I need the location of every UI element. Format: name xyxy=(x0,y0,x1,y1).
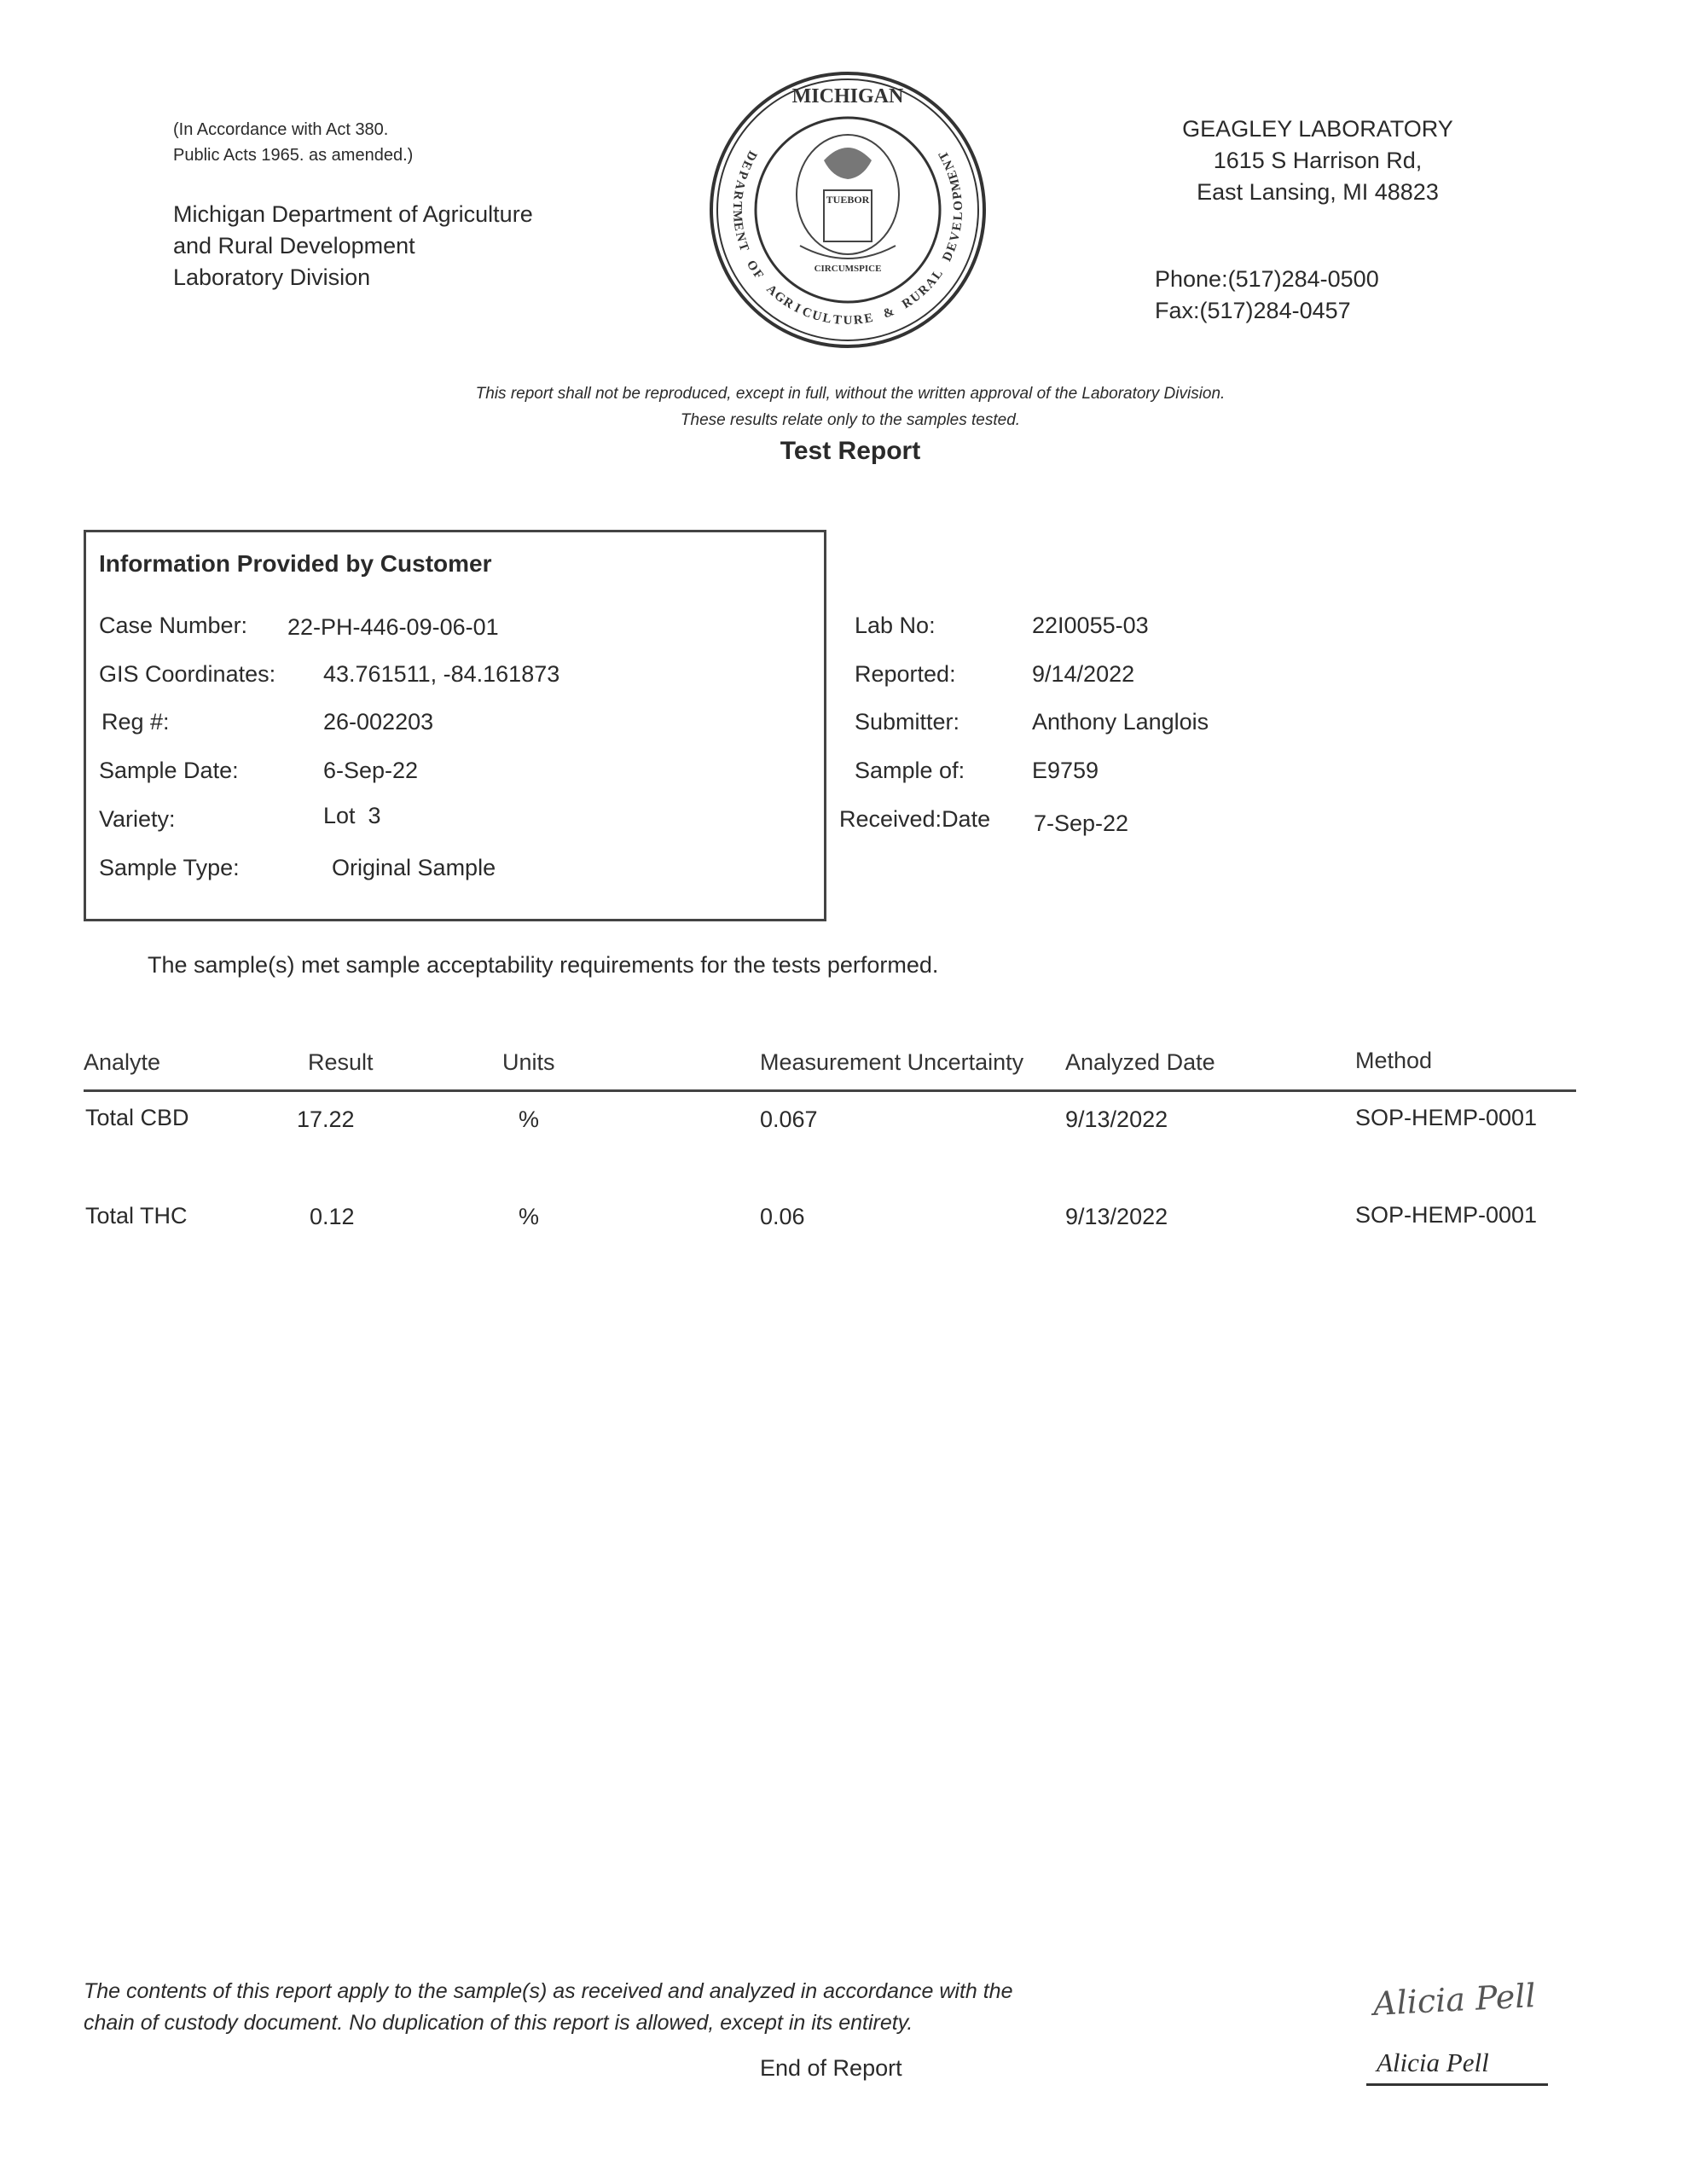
sample-date-value: 6-Sep-22 xyxy=(323,758,419,783)
act-note-line: Public Acts 1965. as amended.) xyxy=(173,146,414,165)
seal-ring-letter: E xyxy=(731,221,745,231)
field-label: Reported: xyxy=(855,661,956,687)
uncertainty-cell: 0.067 xyxy=(760,1107,818,1132)
seal-ring-letter: R xyxy=(853,313,863,328)
gis-coordinates-value: 43.761511, -84.161873 xyxy=(323,661,560,687)
seal-ring-letter: M xyxy=(730,210,745,223)
case-number-value: 22-PH-446-09-06-01 xyxy=(287,614,499,640)
seal-ring-letter: A xyxy=(732,179,747,191)
column-header: Units xyxy=(502,1049,555,1075)
field-label: Sample Type: xyxy=(99,855,240,880)
seal-motto-text: CIRCUMSPICE xyxy=(815,264,882,274)
lab-address-line: 1615 S Harrison Rd, xyxy=(1213,148,1423,173)
customer-info-box xyxy=(84,530,826,921)
lab-contact: Phone:(517)284-0500 Fax:(517)284-0457 xyxy=(1155,264,1379,327)
seal-top-text: MICHIGAN xyxy=(792,85,904,107)
seal-ring-letter: U xyxy=(844,314,853,328)
seal-shield-text: TUEBOR xyxy=(826,194,870,206)
seal-ring-letter: T xyxy=(832,313,842,328)
field-label: Lab No: xyxy=(855,613,936,638)
department-line: and Rural Development xyxy=(173,233,415,258)
method-cell: SOP-HEMP-0001 xyxy=(1355,1202,1538,1228)
page-title: Test Report xyxy=(780,437,921,465)
seal-ring-letter: L xyxy=(821,311,832,327)
seal-ring-letter: E xyxy=(950,221,965,231)
acceptability-statement: The sample(s) met sample acceptability r… xyxy=(148,952,939,978)
lab-name: GEAGLEY LABORATORY xyxy=(1182,116,1453,142)
result-cell: 0.12 xyxy=(310,1204,355,1229)
act-note-line: (In Accordance with Act 380. xyxy=(173,120,389,139)
customer-info-heading: Information Provided by Customer xyxy=(99,550,492,577)
field-label: Submitter: xyxy=(855,709,960,735)
field-label: Case Number: xyxy=(99,613,248,638)
seal-ring-letter: R xyxy=(730,189,745,200)
field-label: Reg #: xyxy=(101,709,170,735)
units-cell: % xyxy=(519,1204,540,1229)
disclaimer-line: This report shall not be reproduced, exc… xyxy=(475,385,1226,403)
seal-ring-letter: M xyxy=(948,177,964,192)
seal-ring-letter: V xyxy=(948,230,963,243)
signature: Alicia Pell xyxy=(1371,1977,1537,2023)
department-name: Michigan Department of Agriculture and R… xyxy=(173,199,533,293)
signature-line xyxy=(1366,2083,1548,2086)
analyzed-date-cell: 9/13/2022 xyxy=(1065,1204,1168,1229)
seal-ring-letter: L xyxy=(952,212,966,221)
lab-address-block: GEAGLEY LABORATORY 1615 S Harrison Rd, E… xyxy=(1134,113,1501,208)
uncertainty-cell: 0.06 xyxy=(760,1204,805,1229)
department-line: Laboratory Division xyxy=(173,264,371,290)
result-cell: 17.22 xyxy=(297,1107,355,1132)
seal-ring-letter: N xyxy=(733,230,748,243)
lab-fax: Fax:(517)284-0457 xyxy=(1155,298,1351,323)
seal-ring-letter: P xyxy=(950,190,965,200)
reg-number-value: 26-002203 xyxy=(323,709,434,735)
field-label: Sample of: xyxy=(855,758,965,783)
seal-ring-letter: T xyxy=(735,241,751,253)
column-header: Analyte xyxy=(84,1049,161,1075)
analyte-cell: Total THC xyxy=(85,1203,188,1228)
footer-note: The contents of this report apply to the… xyxy=(84,1976,1013,2039)
seal-ring-letter: T xyxy=(730,201,744,211)
signer-name: Alicia Pell xyxy=(1377,2048,1489,2077)
analyzed-date-cell: 9/13/2022 xyxy=(1065,1107,1168,1132)
sample-type-value: Original Sample xyxy=(332,855,496,880)
field-label: Variety: xyxy=(99,806,176,832)
seal-ring-letter: U xyxy=(810,309,823,324)
column-header: Measurement Uncertainty xyxy=(760,1049,1024,1075)
seal-ring-letter: O xyxy=(952,200,965,211)
end-of-report: End of Report xyxy=(760,2055,902,2081)
received-date-value: 7-Sep-22 xyxy=(1034,810,1129,836)
seal-ring-letter: E xyxy=(863,311,874,327)
reported-value: 9/14/2022 xyxy=(1032,661,1135,687)
column-header: Result xyxy=(308,1049,374,1075)
lab-address-line: East Lansing, MI 48823 xyxy=(1197,179,1439,205)
field-label: Received:Date xyxy=(839,806,991,832)
act-note: (In Accordance with Act 380. Public Acts… xyxy=(173,117,413,168)
method-cell: SOP-HEMP-0001 xyxy=(1355,1105,1538,1130)
lab-phone: Phone:(517)284-0500 xyxy=(1155,266,1379,292)
footer-note-line: The contents of this report apply to the… xyxy=(84,1979,1013,2003)
field-label: Sample Date: xyxy=(99,758,239,783)
field-label: GIS Coordinates: xyxy=(99,661,276,687)
units-cell: % xyxy=(519,1107,540,1132)
seal-ring-letter: & xyxy=(881,305,896,321)
column-header: Method xyxy=(1355,1048,1433,1073)
seal-ring-letter: E xyxy=(945,169,960,182)
analyte-cell: Total CBD xyxy=(85,1105,189,1130)
sample-of-value: E9759 xyxy=(1032,758,1099,783)
disclaimer-line: These results relate only to the samples… xyxy=(680,411,1021,429)
column-header: Analyzed Date xyxy=(1065,1049,1215,1075)
variety-value: Lot 3 xyxy=(323,803,381,828)
footer-note-line: chain of custody document. No duplicatio… xyxy=(84,2011,913,2035)
lab-number-value: 22I0055-03 xyxy=(1032,613,1149,638)
department-line: Michigan Department of Agriculture xyxy=(173,201,533,227)
disclaimer: This report shall not be reproduced, exc… xyxy=(0,380,1687,433)
header-divider xyxy=(84,1089,1576,1092)
submitter-value: Anthony Langlois xyxy=(1032,709,1209,735)
